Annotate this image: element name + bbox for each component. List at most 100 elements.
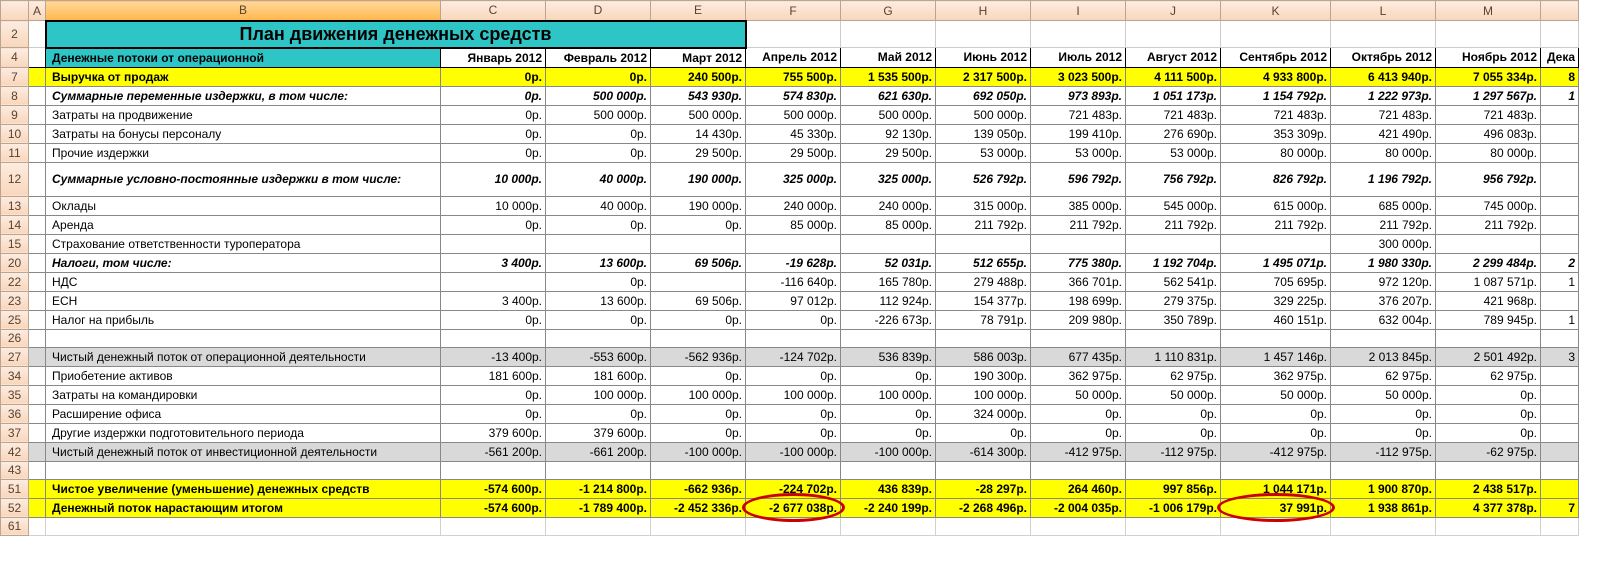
row-header-36[interactable]: 36 bbox=[1, 404, 29, 423]
data-cell[interactable]: 0р. bbox=[746, 404, 841, 423]
data-cell[interactable]: 100 000р. bbox=[546, 385, 651, 404]
data-cell[interactable]: 45 330р. bbox=[746, 124, 841, 143]
data-cell[interactable]: 721 483р. bbox=[1436, 105, 1541, 124]
cell-empty[interactable] bbox=[29, 517, 46, 535]
col-header-A[interactable]: A bbox=[29, 1, 46, 21]
data-cell[interactable] bbox=[1541, 442, 1579, 461]
row-label[interactable]: Чистое увеличение (уменьшение) денежных … bbox=[46, 479, 441, 498]
cell-A23[interactable] bbox=[29, 291, 46, 310]
col-header-G[interactable]: G bbox=[841, 1, 936, 21]
section-header-label[interactable]: Денежные потоки от операционной bbox=[46, 48, 441, 68]
data-cell[interactable]: 0р. bbox=[746, 310, 841, 329]
col-header-L[interactable]: L bbox=[1331, 1, 1436, 21]
data-cell[interactable]: 2 438 517р. bbox=[1436, 479, 1541, 498]
data-cell[interactable]: 211 792р. bbox=[936, 215, 1031, 234]
data-cell[interactable]: -28 297р. bbox=[936, 479, 1031, 498]
row-label[interactable]: Чистый денежный поток от инвестиционной … bbox=[46, 442, 441, 461]
data-cell[interactable]: 0р. bbox=[841, 366, 936, 385]
cell-A42[interactable] bbox=[29, 442, 46, 461]
cell-A14[interactable] bbox=[29, 215, 46, 234]
row-label[interactable]: Страхование ответственности туроператора bbox=[46, 234, 441, 253]
data-cell[interactable]: 3 023 500р. bbox=[1031, 67, 1126, 86]
cell-empty[interactable] bbox=[841, 21, 936, 48]
cell-empty[interactable] bbox=[746, 517, 841, 535]
data-cell[interactable]: 40 000р. bbox=[546, 162, 651, 196]
data-cell[interactable]: 4 111 500р. bbox=[1126, 67, 1221, 86]
data-cell[interactable]: 421 490р. bbox=[1331, 124, 1436, 143]
data-cell[interactable]: -19 628р. bbox=[746, 253, 841, 272]
row-label[interactable]: Затраты на продвижение bbox=[46, 105, 441, 124]
col-header-B[interactable]: B bbox=[46, 1, 441, 21]
data-cell[interactable]: 29 500р. bbox=[651, 143, 746, 162]
cell-empty[interactable] bbox=[546, 461, 651, 479]
data-cell[interactable] bbox=[1541, 366, 1579, 385]
row-label[interactable]: Другие издержки подготовительного период… bbox=[46, 423, 441, 442]
data-cell[interactable]: 721 483р. bbox=[1031, 105, 1126, 124]
data-cell[interactable]: 199 410р. bbox=[1031, 124, 1126, 143]
data-cell[interactable]: 775 380р. bbox=[1031, 253, 1126, 272]
data-cell[interactable] bbox=[651, 234, 746, 253]
data-cell[interactable]: 52 031р. bbox=[841, 253, 936, 272]
cell-empty[interactable] bbox=[1221, 21, 1331, 48]
data-cell[interactable]: 279 375р. bbox=[1126, 291, 1221, 310]
data-cell[interactable]: 100 000р. bbox=[841, 385, 936, 404]
cell-empty[interactable] bbox=[1221, 461, 1331, 479]
month-header[interactable]: Ноябрь 2012 bbox=[1436, 48, 1541, 68]
data-cell[interactable]: 50 000р. bbox=[1221, 385, 1331, 404]
data-cell[interactable]: 500 000р. bbox=[546, 105, 651, 124]
data-cell[interactable]: 1 938 861р. bbox=[1331, 498, 1436, 517]
data-cell[interactable]: 0р. bbox=[746, 366, 841, 385]
data-cell[interactable]: 53 000р. bbox=[936, 143, 1031, 162]
data-cell[interactable]: 0р. bbox=[746, 423, 841, 442]
data-cell[interactable] bbox=[1541, 291, 1579, 310]
data-cell[interactable]: 972 120р. bbox=[1331, 272, 1436, 291]
data-cell[interactable]: 300 000р. bbox=[1331, 234, 1436, 253]
data-cell[interactable]: 0р. bbox=[546, 143, 651, 162]
cell-empty[interactable] bbox=[1331, 329, 1436, 347]
data-cell[interactable]: 721 483р. bbox=[1126, 105, 1221, 124]
data-cell[interactable]: 211 792р. bbox=[1221, 215, 1331, 234]
cell-empty[interactable] bbox=[1331, 517, 1436, 535]
data-cell[interactable]: 621 630р. bbox=[841, 86, 936, 105]
row-header-10[interactable]: 10 bbox=[1, 124, 29, 143]
data-cell[interactable]: 0р. bbox=[1436, 385, 1541, 404]
data-cell[interactable]: -124 702р. bbox=[746, 347, 841, 366]
data-cell[interactable]: 0р. bbox=[1331, 404, 1436, 423]
row-header-12[interactable]: 12 bbox=[1, 162, 29, 196]
data-cell[interactable]: 379 600р. bbox=[441, 423, 546, 442]
cell-A12[interactable] bbox=[29, 162, 46, 196]
data-cell[interactable] bbox=[1126, 234, 1221, 253]
data-cell[interactable]: -2 452 336р. bbox=[651, 498, 746, 517]
data-cell[interactable]: -412 975р. bbox=[1031, 442, 1126, 461]
row-label[interactable]: Денежный поток нарастающим итогом bbox=[46, 498, 441, 517]
data-cell[interactable]: 500 000р. bbox=[746, 105, 841, 124]
data-cell[interactable]: 211 792р. bbox=[1331, 215, 1436, 234]
month-header[interactable]: Январь 2012 bbox=[441, 48, 546, 68]
cell-A34[interactable] bbox=[29, 366, 46, 385]
data-cell[interactable]: 500 000р. bbox=[936, 105, 1031, 124]
data-cell[interactable]: -2 677 038р. bbox=[746, 498, 841, 517]
cell-A11[interactable] bbox=[29, 143, 46, 162]
row-header-23[interactable]: 23 bbox=[1, 291, 29, 310]
cell-empty[interactable] bbox=[1031, 517, 1126, 535]
data-cell[interactable]: 543 930р. bbox=[651, 86, 746, 105]
data-cell[interactable]: 50 000р. bbox=[1331, 385, 1436, 404]
cell-empty[interactable] bbox=[1436, 461, 1541, 479]
data-cell[interactable]: 0р. bbox=[441, 404, 546, 423]
data-cell[interactable]: 0р. bbox=[1436, 423, 1541, 442]
row-label[interactable]: Налог на прибыль bbox=[46, 310, 441, 329]
data-cell[interactable]: 3 400р. bbox=[441, 253, 546, 272]
data-cell[interactable]: 826 792р. bbox=[1221, 162, 1331, 196]
data-cell[interactable]: 276 690р. bbox=[1126, 124, 1221, 143]
data-cell[interactable]: 69 506р. bbox=[651, 253, 746, 272]
cell-empty[interactable] bbox=[841, 517, 936, 535]
cell-empty[interactable] bbox=[1541, 517, 1579, 535]
row-header-37[interactable]: 37 bbox=[1, 423, 29, 442]
data-cell[interactable]: 496 083р. bbox=[1436, 124, 1541, 143]
data-cell[interactable]: 62 975р. bbox=[1331, 366, 1436, 385]
col-header-K[interactable]: K bbox=[1221, 1, 1331, 21]
data-cell[interactable]: 40 000р. bbox=[546, 196, 651, 215]
data-cell[interactable]: 69 506р. bbox=[651, 291, 746, 310]
row-label[interactable]: НДС bbox=[46, 272, 441, 291]
month-header[interactable]: Июнь 2012 bbox=[936, 48, 1031, 68]
